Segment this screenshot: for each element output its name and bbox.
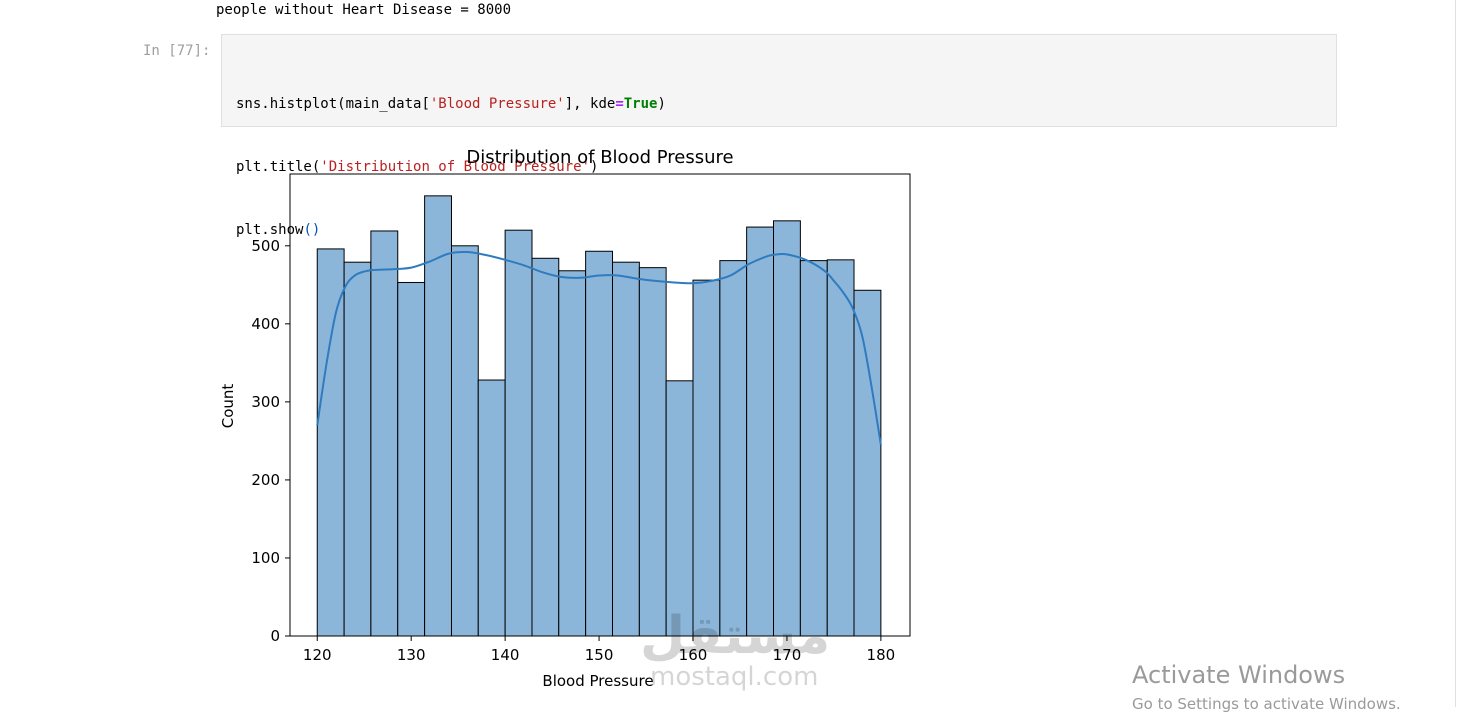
code-string: 'Blood Pressure' [429, 96, 565, 112]
histogram-bar [477, 379, 506, 637]
histogram-bar [343, 261, 372, 637]
code-token: ], kde [564, 96, 616, 112]
histogram-bar [397, 281, 426, 637]
code-token: ) [590, 159, 599, 175]
histogram-bar [853, 289, 882, 637]
code-editor[interactable]: sns.histplot(main_data['Blood Pressure']… [236, 52, 666, 283]
y-tick-label: 200 [251, 471, 280, 489]
y-axis-ticks: 0 100 200 300 400 500 [251, 237, 290, 645]
histogram-bar [611, 261, 640, 637]
activate-windows-notice: Activate Windows Go to Settings to activ… [1132, 661, 1401, 713]
x-tick-label: 150 [585, 646, 614, 664]
x-tick-label: 130 [397, 646, 426, 664]
histogram-bar [638, 267, 667, 637]
code-line-1: sns.histplot(main_data['Blood Pressure']… [236, 94, 666, 115]
code-token: ) [657, 96, 666, 112]
histogram-bar [531, 257, 560, 637]
code-string: 'Distribution of Blood Pressure' [320, 159, 591, 175]
activate-windows-title: Activate Windows [1132, 661, 1346, 689]
histogram-bar [316, 248, 345, 637]
code-token: plt.show [236, 222, 304, 238]
x-tick-label: 180 [867, 646, 896, 664]
histogram-bar [773, 220, 801, 637]
y-tick-label: 0 [270, 627, 280, 645]
code-token: plt.title( [236, 159, 321, 175]
histogram-bars [316, 195, 882, 637]
code-token: () [303, 222, 321, 238]
code-keyword: True [623, 96, 658, 112]
histogram-bar [692, 279, 721, 637]
activate-windows-subtitle: Go to Settings to activate Windows. [1132, 695, 1401, 713]
x-tick-label: 160 [679, 646, 708, 664]
histogram-bar [746, 226, 775, 637]
histogram-bar [370, 230, 399, 637]
histogram-bar [826, 259, 855, 637]
blood-pressure-histogram: Distribution of Blood Pressure 120 130 140… [219, 147, 911, 690]
plot-area-frame [289, 173, 911, 637]
histogram-bar [504, 229, 533, 637]
histogram-bar [424, 195, 452, 637]
code-token: sns [236, 96, 262, 112]
x-tick-label: 170 [773, 646, 802, 664]
histogram-bar [799, 260, 828, 637]
cell-prompt: In [77]: [143, 43, 211, 59]
y-tick-label: 100 [251, 549, 280, 567]
y-axis-label: Count [219, 384, 237, 429]
y-tick-label: 400 [251, 315, 280, 333]
chart-title: Distribution of Blood Pressure [466, 147, 733, 168]
histogram-bar [450, 245, 479, 637]
previous-cell-output: people without Heart Disease = 8000 [216, 2, 512, 18]
y-tick-label: 500 [251, 237, 280, 255]
x-tick-label: 120 [303, 646, 332, 664]
x-tick-label: 140 [491, 646, 520, 664]
y-tick-label: 300 [251, 393, 280, 411]
x-axis-label: Blood Pressure [542, 672, 653, 690]
code-cell-input[interactable]: sns.histplot(main_data['Blood Pressure']… [221, 34, 1337, 238]
notebook-scrollbar-track[interactable] [1455, 0, 1456, 707]
code-operator: = [615, 96, 624, 112]
code-line-3: plt.show() [236, 220, 666, 241]
histogram-bar [719, 260, 748, 637]
histogram-bar [585, 250, 613, 637]
kde-curve [316, 250, 882, 445]
code-token: .histplot(main_data[ [261, 96, 430, 112]
x-axis-ticks: 120 130 140 150 160 170 180 [303, 636, 895, 664]
histogram-bar [665, 380, 694, 637]
code-line-2: plt.title('Distribution of Blood Pressur… [236, 157, 666, 178]
histogram-bar [558, 270, 587, 637]
